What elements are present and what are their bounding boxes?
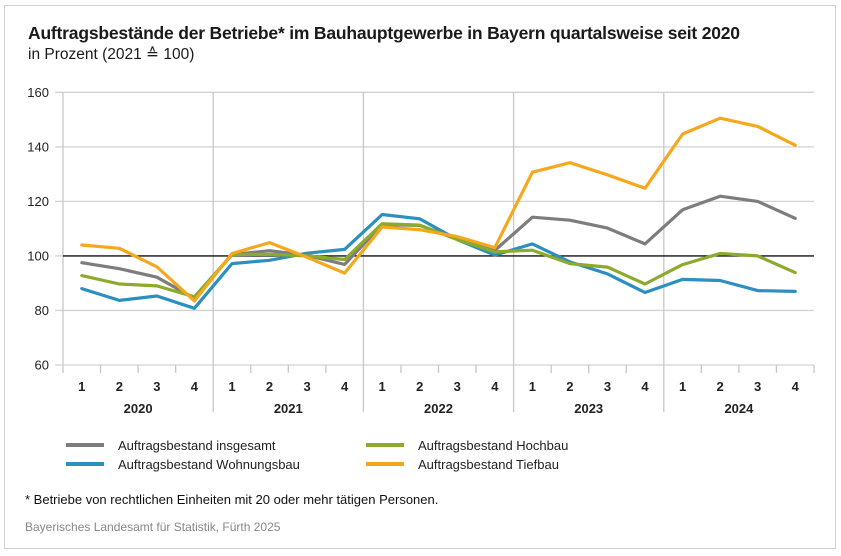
legend-label: Auftragsbestand insgesamt (118, 437, 276, 453)
y-tick-label: 120 (27, 194, 49, 209)
x-tick-label: 4 (641, 379, 649, 394)
x-tick-label: 2 (566, 379, 573, 394)
year-label: 2023 (574, 401, 603, 416)
y-tick-label: 140 (27, 139, 49, 154)
legend-item-wohnungsbau: Auftragsbestand Wohnungsbau (66, 455, 300, 473)
x-tick-label: 4 (491, 379, 499, 394)
year-label: 2021 (274, 401, 303, 416)
legend-label: Auftragsbestand Hochbau (418, 437, 569, 453)
x-tick-label: 4 (191, 379, 199, 394)
year-label: 2024 (724, 401, 754, 416)
y-tick-label: 160 (27, 85, 49, 100)
year-label: 2020 (124, 401, 153, 416)
x-tick-label: 1 (679, 379, 686, 394)
x-tick-label: 1 (78, 379, 85, 394)
chart-title: Auftragsbestände der Betriebe* im Bauhau… (28, 23, 740, 43)
series-line-3 (80, 116, 797, 303)
legend-swatch-insgesamt (66, 443, 104, 447)
x-tick-label: 2 (266, 379, 273, 394)
y-tick-label: 60 (35, 358, 49, 373)
legend-swatch-hochbau (366, 443, 404, 447)
year-label: 2022 (424, 401, 453, 416)
chart-frame (4, 5, 836, 549)
x-tick-label: 3 (754, 379, 761, 394)
x-tick-label: 2 (116, 379, 123, 394)
x-tick-label: 3 (454, 379, 461, 394)
x-tick-label: 4 (341, 379, 349, 394)
series-line-1 (80, 212, 797, 310)
y-tick-label: 100 (27, 248, 49, 263)
series-group (80, 116, 797, 310)
x-tick-label: 2 (416, 379, 423, 394)
x-tick-label: 4 (792, 379, 800, 394)
legend-item-hochbau: Auftragsbestand Hochbau (366, 436, 568, 454)
footnote: * Betriebe von rechtlichen Einheiten mit… (25, 492, 439, 507)
grid (55, 91, 815, 412)
x-tick-label: 1 (379, 379, 386, 394)
x-tick-label: 3 (153, 379, 160, 394)
series-line-0 (80, 194, 797, 300)
x-tick-label: 1 (529, 379, 536, 394)
source-note: Bayerisches Landesamt für Statistik, Für… (25, 520, 281, 534)
legend-swatch-tiefbau (366, 462, 404, 466)
legend-label: Auftragsbestand Tiefbau (418, 456, 559, 472)
legend-label: Auftragsbestand Wohnungsbau (118, 456, 300, 472)
x-tick-label: 3 (303, 379, 310, 394)
legend: Auftragsbestand insgesamt Auftragsbestan… (66, 436, 666, 476)
chart-subtitle: in Prozent (2021 ≙ 100) (28, 46, 195, 63)
legend-swatch-wohnungsbau (66, 462, 104, 466)
x-tick-label: 1 (228, 379, 235, 394)
legend-item-insgesamt: Auftragsbestand insgesamt (66, 436, 276, 454)
legend-item-tiefbau: Auftragsbestand Tiefbau (366, 455, 559, 473)
y-tick-label: 80 (35, 303, 49, 318)
axes: 60 80 100 120 140 160 1 2 3 4 1 2 3 4 1 2 3 4 1 2 3 4 1 2 3 4 2020… (27, 85, 814, 416)
x-tick-label: 3 (604, 379, 611, 394)
x-tick-label: 2 (717, 379, 724, 394)
